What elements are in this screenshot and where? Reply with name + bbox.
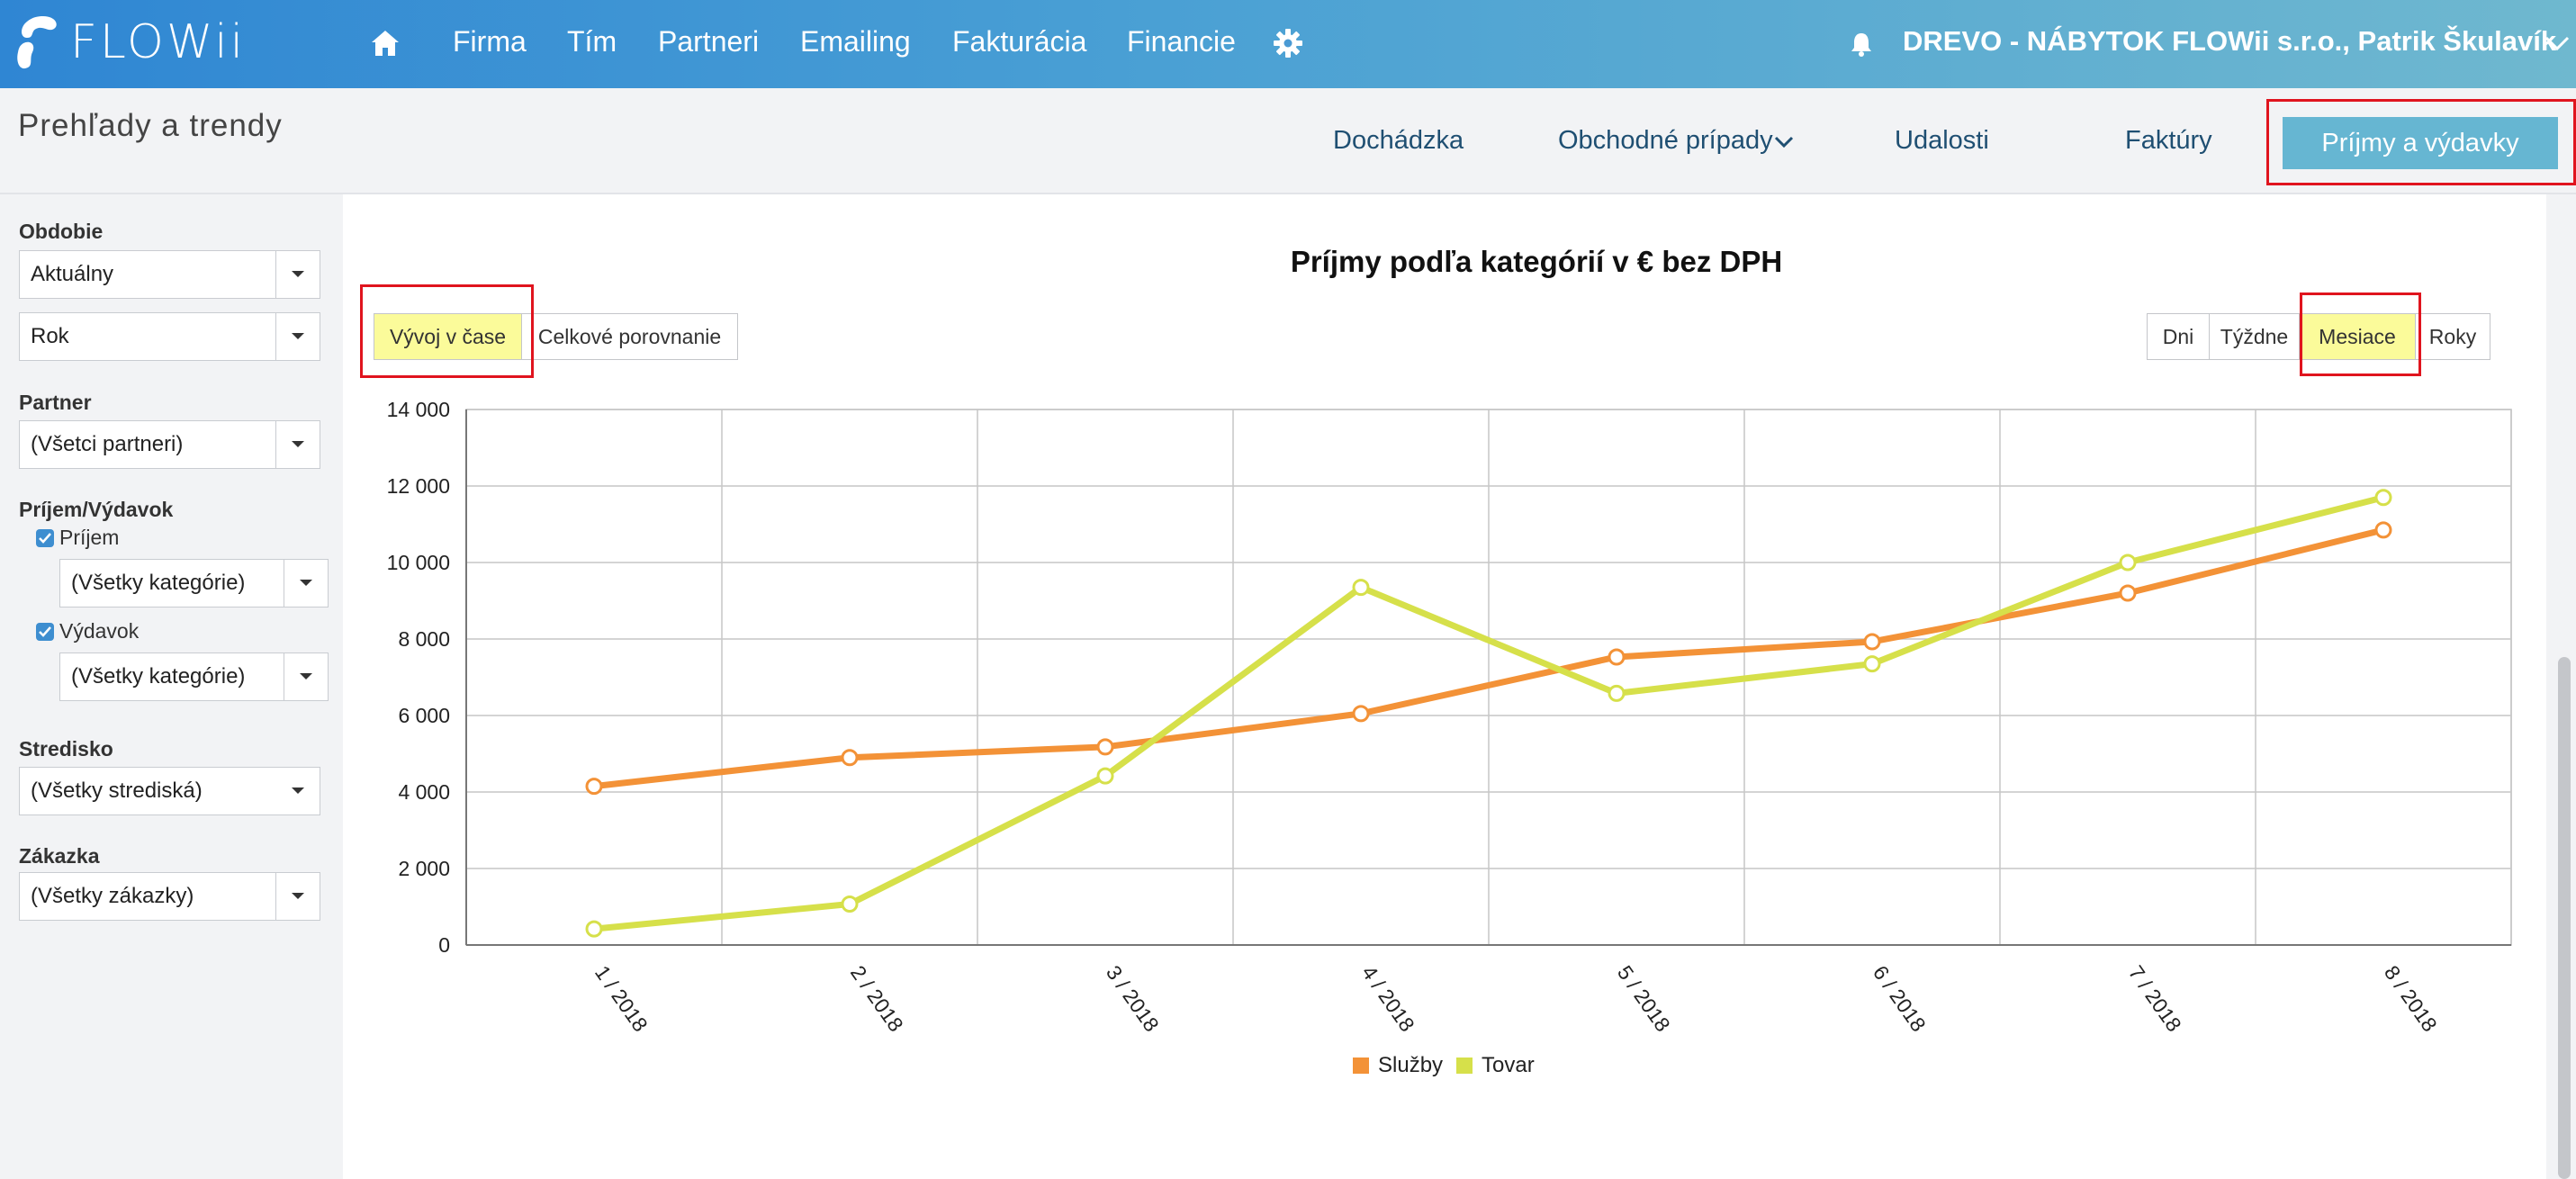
stredisko-select[interactable]: (Všetky strediská)	[19, 767, 320, 815]
vydavok-category-value: (Všetky kategórie)	[71, 664, 246, 688]
nav-firma[interactable]: Firma	[453, 25, 527, 58]
obdobie-label: Obdobie	[19, 220, 104, 243]
caret-down-icon	[284, 653, 328, 700]
scrollbar[interactable]	[2558, 657, 2571, 1179]
page-title: Prehľady a trendy	[18, 108, 283, 143]
zakazka-label: Zákazka	[19, 844, 100, 868]
nav-emailing[interactable]: Emailing	[800, 25, 911, 58]
prijem-category-value: (Všetky kategórie)	[71, 571, 246, 595]
obdobie-unit-value: Rok	[31, 324, 69, 348]
flowii-logo[interactable]: FLOWii	[16, 11, 246, 74]
tab-faktury[interactable]: Faktúry	[2125, 126, 2212, 155]
chevron-down-icon[interactable]	[1773, 135, 1795, 149]
prijem-label: Príjem	[59, 526, 120, 549]
nav-tim[interactable]: Tím	[567, 25, 617, 58]
top-navbar: FLOWii Firma Tím Partneri Emailing Faktu…	[0, 0, 2576, 88]
flowii-logo-icon	[17, 16, 57, 69]
prijem-checkbox-row[interactable]: Príjem	[36, 526, 119, 550]
chart-title: Príjmy podľa kategórií v € bez DPH	[1290, 245, 1783, 278]
nav-partneri[interactable]: Partneri	[658, 25, 760, 58]
vydavok-label: Výdavok	[59, 619, 140, 643]
vydavok-checkbox-row[interactable]: Výdavok	[36, 619, 139, 644]
nav-financie[interactable]: Financie	[1127, 25, 1236, 58]
prijem-vydavok-label: Príjem/Výdavok	[19, 498, 174, 521]
partner-label: Partner	[19, 391, 92, 414]
checkbox-checked-icon[interactable]	[36, 528, 54, 547]
granularity-roky-button[interactable]: Roky	[2415, 313, 2490, 360]
zakazka-value: (Všetky zákazky)	[31, 884, 194, 908]
caret-down-icon	[276, 768, 320, 814]
legend-label: Tovar	[1482, 1053, 1535, 1077]
celkove-porovnanie-button[interactable]: Celkové porovnanie	[521, 313, 738, 360]
partner-select[interactable]: (Všetci partneri)	[19, 420, 320, 469]
annotation-box	[360, 284, 534, 378]
gear-icon[interactable]	[1272, 27, 1304, 59]
legend-item-sluzby[interactable]: Služby	[1353, 1053, 1443, 1078]
company-user-name[interactable]: DREVO - NÁBYTOK FLOWii s.r.o., Patrik Šk…	[1903, 25, 2557, 57]
partner-value: (Všetci partneri)	[31, 432, 184, 456]
obdobie-select[interactable]: Aktuálny	[19, 250, 320, 299]
granularity-tyzdne-button[interactable]: Týždne	[2209, 313, 2300, 360]
zakazka-select[interactable]: (Všetky zákazky)	[19, 872, 320, 921]
vydavok-category-select[interactable]: (Všetky kategórie)	[59, 652, 329, 701]
legend-label: Služby	[1378, 1053, 1444, 1077]
stredisko-value: (Všetky strediská)	[31, 778, 203, 803]
obdobie-unit-select[interactable]: Rok	[19, 312, 320, 361]
stredisko-label: Stredisko	[19, 737, 113, 760]
home-icon[interactable]	[369, 27, 401, 59]
annotation-box	[2266, 99, 2576, 185]
tab-udalosti[interactable]: Udalosti	[1895, 126, 1989, 155]
obdobie-value: Aktuálny	[31, 262, 114, 286]
caret-down-icon	[284, 560, 328, 607]
caret-down-icon	[275, 313, 320, 360]
caret-down-icon	[275, 421, 320, 468]
chevron-down-icon[interactable]	[2544, 34, 2571, 52]
tab-dochadzka[interactable]: Dochádzka	[1333, 126, 1464, 155]
bell-icon[interactable]	[1849, 31, 1874, 58]
granularity-mesiace-button[interactable]: Mesiace	[2299, 313, 2416, 360]
logo-text: FLOWii	[70, 15, 247, 69]
annotation-box	[2300, 292, 2421, 376]
granularity-dni-button[interactable]: Dni	[2147, 313, 2210, 360]
legend-item-tovar[interactable]: Tovar	[1456, 1053, 1535, 1078]
prijem-category-select[interactable]: (Všetky kategórie)	[59, 559, 329, 608]
tab-prijmy-a-vydavky[interactable]: Príjmy a výdavky	[2283, 117, 2558, 169]
checkbox-checked-icon[interactable]	[36, 622, 54, 641]
legend-swatch	[1353, 1058, 1369, 1074]
caret-down-icon	[275, 873, 320, 920]
caret-down-icon	[275, 251, 320, 298]
tab-obchodne-pripady[interactable]: Obchodné prípady	[1558, 126, 1773, 155]
legend-swatch	[1456, 1058, 1473, 1074]
sub-header: Prehľady a trendy Dochádzka Obchodné prí…	[0, 88, 2576, 194]
vyvoj-v-case-button[interactable]: Vývoj v čase	[374, 313, 522, 360]
nav-fakturacia[interactable]: Fakturácia	[952, 25, 1087, 58]
